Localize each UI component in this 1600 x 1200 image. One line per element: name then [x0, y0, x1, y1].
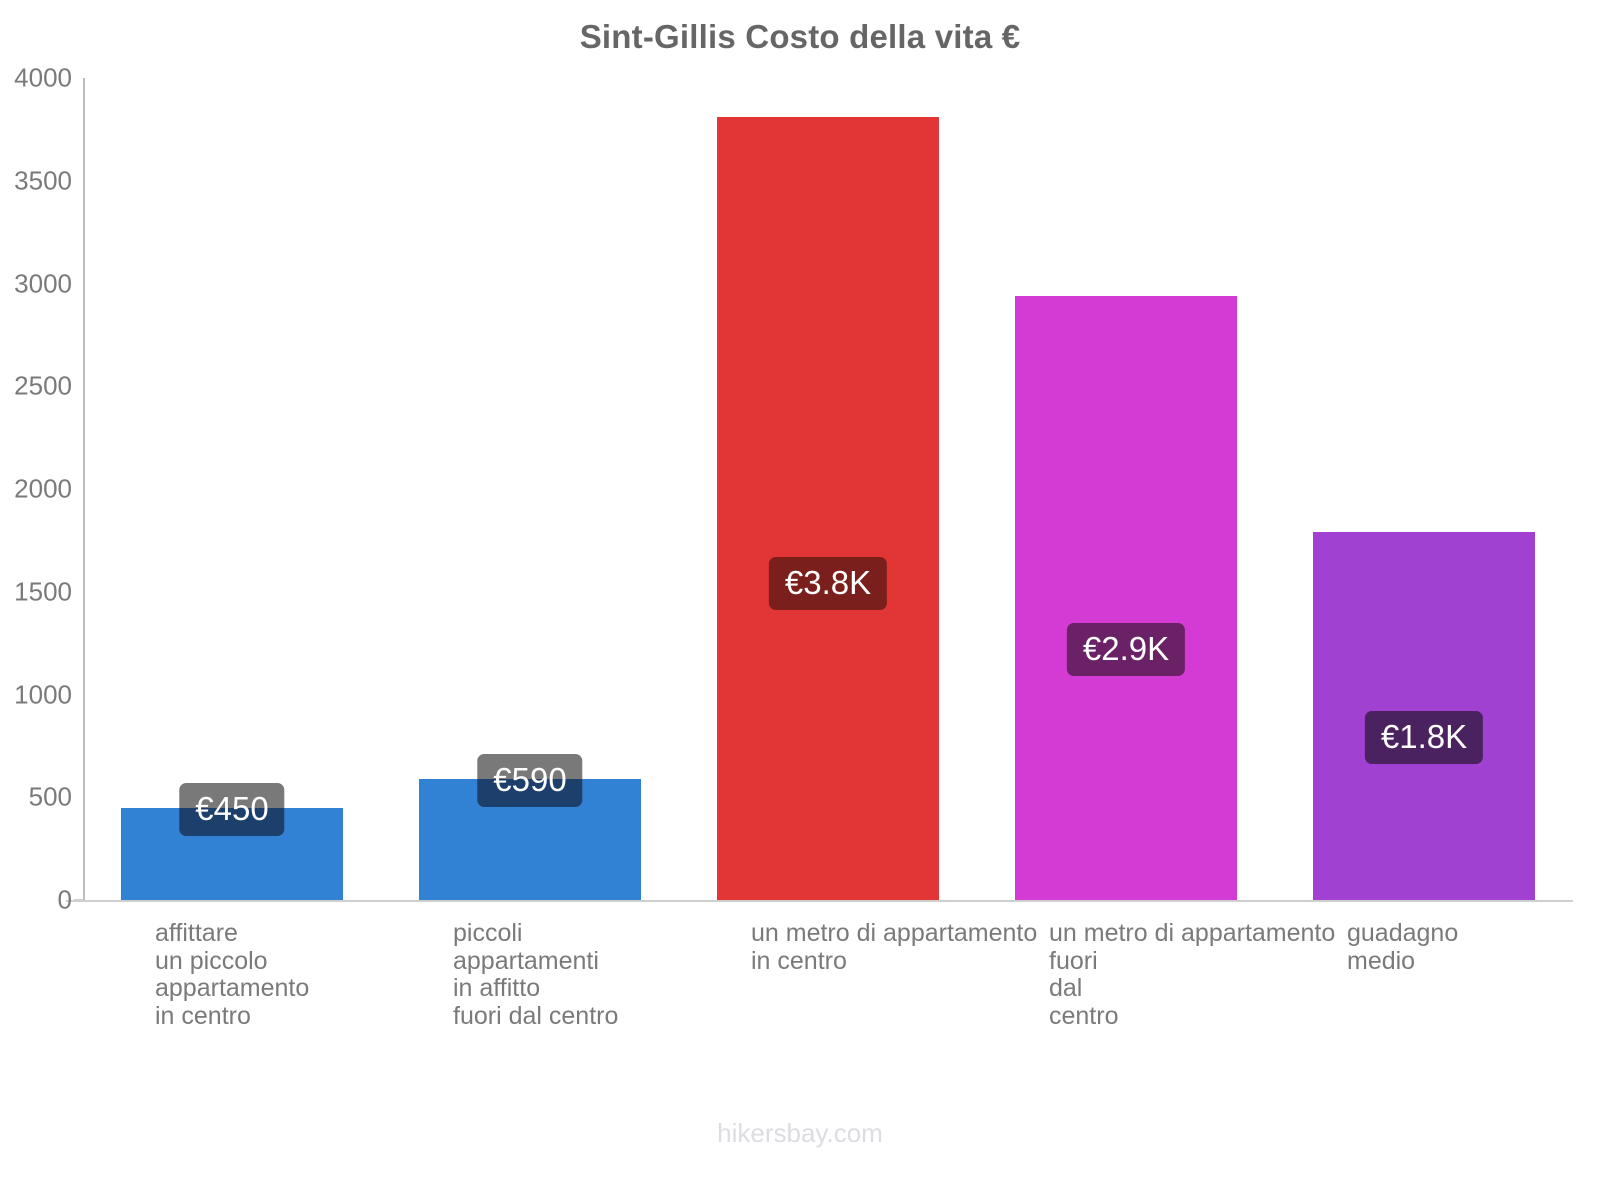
- y-axis-tick-label: 4000: [14, 62, 72, 93]
- y-axis-tick-label: 2500: [14, 370, 72, 401]
- y-axis-tick-label: 2000: [14, 473, 72, 504]
- plot-area: €450 €590 €3.8K €2.9K €1.8K: [83, 78, 1573, 900]
- y-axis-tick-label: 500: [28, 781, 72, 812]
- x-axis-category-label: guadagno medio: [1347, 919, 1459, 975]
- bar[interactable]: €2.9K: [1015, 295, 1237, 900]
- y-axis-tick-mark: [74, 899, 83, 901]
- x-axis-category-label: piccoli appartamenti in affitto fuori da…: [453, 919, 619, 1030]
- bar[interactable]: €590: [419, 753, 641, 900]
- chart-title: Sint-Gillis Costo della vita €: [579, 18, 1021, 55]
- bar[interactable]: €450: [121, 782, 343, 900]
- y-axis-line: [83, 78, 85, 900]
- bar-value-label: €3.8K: [784, 564, 872, 602]
- bar-value-badge: €450: [179, 782, 285, 836]
- bar-value-badge: €590: [477, 753, 583, 807]
- bar[interactable]: €3.8K: [717, 117, 939, 900]
- y-axis-tick-label: 3500: [14, 165, 72, 196]
- y-axis-tick-label: 0: [57, 884, 72, 915]
- x-axis-category-label: un metro di appartamento in centro: [751, 919, 1038, 975]
- bar[interactable]: €1.8K: [1313, 532, 1535, 900]
- x-axis-line: [66, 900, 1573, 902]
- bar-value-label: €1.8K: [1380, 717, 1468, 755]
- bar-value-badge: €3.8K: [768, 557, 888, 611]
- bar-value-badge: €2.9K: [1066, 623, 1186, 677]
- footer-credit: hikersbay.com: [717, 1118, 883, 1148]
- y-axis-tick-label: 1500: [14, 576, 72, 607]
- y-axis-tick-label: 1000: [14, 679, 72, 709]
- bar-value-badge: €1.8K: [1364, 710, 1484, 764]
- x-axis-category-label: affittare un piccolo appartamento in cen…: [155, 919, 310, 1030]
- bar-value-label: €450: [195, 789, 269, 827]
- bar-value-label: €590: [493, 760, 567, 798]
- y-axis-tick-label: 3000: [14, 268, 72, 298]
- x-axis-category-label: un metro di appartamento fuori dal centr…: [1049, 919, 1336, 1030]
- bar-value-label: €2.9K: [1082, 630, 1170, 668]
